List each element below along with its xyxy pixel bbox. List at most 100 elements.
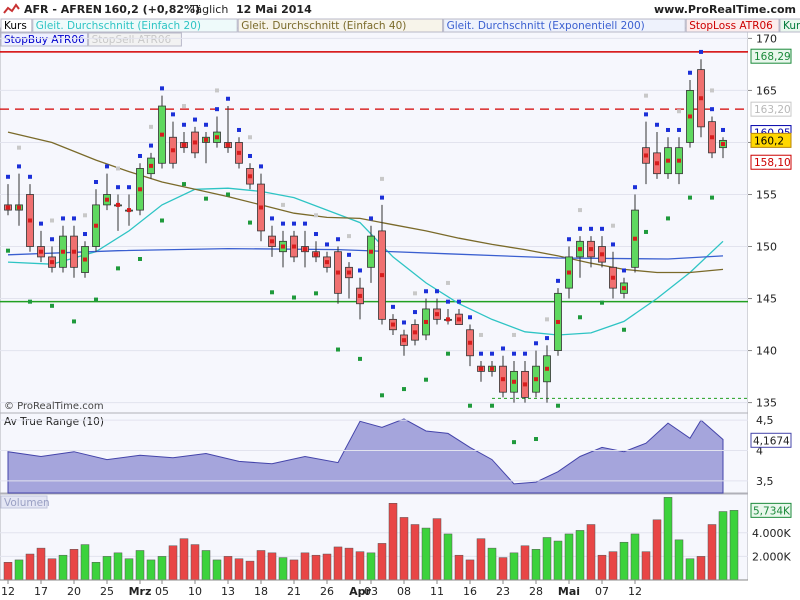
stopbuy-dot xyxy=(292,221,296,226)
x-tick-label: 10 xyxy=(188,585,202,598)
stoploss-dot xyxy=(237,150,241,155)
volume-bar xyxy=(102,556,112,581)
stopsell-dot xyxy=(347,234,351,239)
stoploss-dot xyxy=(171,148,175,153)
volume-last-badge xyxy=(750,502,792,518)
stopbuy-dot xyxy=(127,185,131,190)
stoploss-dot xyxy=(28,218,32,223)
stoploss-dot xyxy=(72,249,76,254)
stopbuy-dot xyxy=(402,320,406,325)
stopbuy-dot xyxy=(721,127,725,132)
stoploss-dot xyxy=(17,205,21,210)
stopbuy-dot xyxy=(688,70,692,75)
atr-last-badge-label: 4,1674 xyxy=(753,435,790,447)
price-y-tick-label: 170 xyxy=(756,32,777,45)
stopsell-dot xyxy=(677,109,681,114)
stopbuy-dot xyxy=(237,127,241,132)
stopbuy-dot xyxy=(347,252,351,257)
stoploss-dot xyxy=(424,319,428,324)
stopbuy-dot xyxy=(369,216,373,221)
volume-bar xyxy=(608,551,618,581)
legend-item-label-1: Gleit. Durchschnitt (Einfach 20) xyxy=(36,20,201,32)
header-date: 12 Mai 2014 xyxy=(236,3,312,16)
stoploss-dot xyxy=(490,366,494,371)
value-badges: 168,29163,20160,95160,2158,104,16745,734… xyxy=(750,48,792,518)
legend-item-label-2: Gleit. Durchschnitt (Einfach 40) xyxy=(241,20,406,32)
stopsell-dot xyxy=(611,223,615,228)
stopbuy-dot xyxy=(556,278,560,283)
volume-bar xyxy=(91,562,101,581)
stopbuy-dot xyxy=(61,216,65,221)
stopsell-dot xyxy=(116,166,120,171)
x-tick-label: 11 xyxy=(430,585,444,598)
stopbuy-dot xyxy=(39,221,43,226)
volume-bar xyxy=(630,533,640,581)
legend-item-box-5 xyxy=(779,18,800,33)
kursziel-dot xyxy=(160,218,164,223)
moving-average-line xyxy=(7,131,724,274)
stopbuy-dot xyxy=(138,153,142,158)
kursziel-dot xyxy=(204,196,208,201)
stopbuy-dot xyxy=(699,49,703,54)
stoploss-dot xyxy=(545,366,549,371)
stopsell-dot xyxy=(512,332,516,337)
stopbuy-dot xyxy=(413,310,417,315)
x-tick-label: 21 xyxy=(287,585,301,598)
stoploss-dot xyxy=(83,257,87,262)
x-tick-label: Mrz xyxy=(129,585,152,598)
volume-bar xyxy=(47,558,57,581)
x-tick-label: 18 xyxy=(254,585,268,598)
volume-bar xyxy=(696,556,706,581)
legend-item-box-2 xyxy=(237,18,444,33)
stoploss-dot xyxy=(578,247,582,252)
atr-stop-dots xyxy=(6,49,725,445)
volume-bar xyxy=(14,559,24,581)
volume-bar xyxy=(707,524,717,581)
legend2-item-box-0 xyxy=(0,32,89,47)
x-tick-label: 23 xyxy=(496,585,510,598)
legend2-item-box-1 xyxy=(88,32,182,47)
header-interval: Täglich xyxy=(189,3,228,16)
atr-y-tick-label: 4,5 xyxy=(756,414,774,427)
stopbuy-dot xyxy=(226,96,230,101)
x-tick-label: 28 xyxy=(529,585,543,598)
stopsell-dot xyxy=(83,213,87,218)
stopbuy-dot xyxy=(325,242,329,247)
stopbuy-dot xyxy=(534,341,538,346)
volume-bar xyxy=(157,556,167,581)
volume-bar xyxy=(3,562,13,581)
stoploss-dot xyxy=(413,330,417,335)
legend-item-label-0: Kurs xyxy=(4,20,27,32)
stoploss-dot xyxy=(688,114,692,119)
price-grid xyxy=(0,37,748,404)
kursziel-dot xyxy=(226,192,230,197)
stoploss-dot xyxy=(314,252,318,257)
stoploss-dot xyxy=(468,340,472,345)
stopsell-dot xyxy=(281,202,285,207)
volume-bar xyxy=(619,541,629,581)
stopbuy-dot xyxy=(666,127,670,132)
header-source: www.ProRealTime.com xyxy=(654,3,796,16)
stopbuy-dot xyxy=(644,112,648,117)
stopbuy-dot xyxy=(17,164,21,169)
volume-panel: Volumen xyxy=(0,495,748,581)
y-axis-background xyxy=(748,0,800,600)
stopsell-dot xyxy=(380,176,384,181)
stopbuy-dot xyxy=(270,216,274,221)
kursziel-dot xyxy=(468,403,472,408)
volume-bar xyxy=(443,533,453,581)
volume-bar xyxy=(564,533,574,581)
kursziel-dot xyxy=(424,377,428,382)
kursziel-dot xyxy=(72,319,76,324)
stopbuy-dot xyxy=(281,221,285,226)
kursziel-dot xyxy=(28,299,32,304)
stoploss-dot xyxy=(204,137,208,142)
stoploss-dot xyxy=(600,252,604,257)
volume-bar xyxy=(454,554,464,581)
kursziel-dot xyxy=(446,351,450,356)
stopsell-dot xyxy=(248,135,252,140)
stoploss-dot xyxy=(105,197,109,202)
stoploss-dot xyxy=(435,312,439,317)
stopbuy-dot xyxy=(633,185,637,190)
stopsell-dot xyxy=(578,208,582,213)
